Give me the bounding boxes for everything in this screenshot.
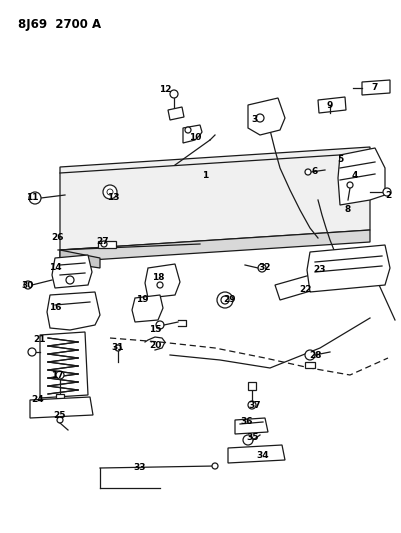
Circle shape bbox=[217, 292, 233, 308]
Polygon shape bbox=[60, 230, 370, 262]
Text: 37: 37 bbox=[249, 400, 261, 409]
Polygon shape bbox=[338, 148, 385, 205]
Text: 18: 18 bbox=[152, 272, 164, 281]
Circle shape bbox=[28, 348, 36, 356]
Text: 5: 5 bbox=[337, 156, 343, 165]
Circle shape bbox=[345, 267, 351, 273]
Text: 29: 29 bbox=[224, 295, 236, 304]
Text: 12: 12 bbox=[159, 85, 171, 94]
Text: 26: 26 bbox=[51, 233, 63, 243]
Polygon shape bbox=[40, 332, 88, 398]
Circle shape bbox=[248, 401, 256, 409]
Circle shape bbox=[57, 417, 63, 423]
Text: 32: 32 bbox=[259, 263, 271, 272]
Text: 3: 3 bbox=[252, 116, 258, 125]
Circle shape bbox=[185, 127, 191, 133]
Text: 6: 6 bbox=[312, 167, 318, 176]
Polygon shape bbox=[235, 418, 268, 434]
Text: 10: 10 bbox=[189, 133, 201, 142]
Circle shape bbox=[170, 90, 178, 98]
Text: 23: 23 bbox=[314, 265, 326, 274]
Text: 20: 20 bbox=[149, 341, 161, 350]
Text: 34: 34 bbox=[257, 450, 269, 459]
Text: 30: 30 bbox=[22, 280, 34, 289]
Polygon shape bbox=[362, 80, 390, 95]
Polygon shape bbox=[145, 264, 180, 298]
Text: 21: 21 bbox=[34, 335, 46, 344]
Circle shape bbox=[29, 192, 41, 204]
Polygon shape bbox=[30, 397, 93, 418]
Polygon shape bbox=[248, 98, 285, 135]
Polygon shape bbox=[60, 147, 370, 250]
Polygon shape bbox=[60, 250, 100, 268]
Text: 13: 13 bbox=[107, 192, 119, 201]
Text: 4: 4 bbox=[352, 171, 358, 180]
Circle shape bbox=[56, 371, 64, 379]
Polygon shape bbox=[307, 245, 390, 292]
Circle shape bbox=[221, 296, 229, 304]
Text: 27: 27 bbox=[97, 238, 109, 246]
Polygon shape bbox=[132, 295, 163, 322]
Bar bbox=[305, 362, 315, 368]
Polygon shape bbox=[275, 258, 375, 300]
Text: 28: 28 bbox=[309, 351, 321, 359]
Circle shape bbox=[256, 114, 264, 122]
Polygon shape bbox=[183, 125, 202, 143]
Text: 11: 11 bbox=[26, 193, 38, 203]
Bar bbox=[56, 394, 64, 399]
Polygon shape bbox=[168, 107, 184, 120]
Circle shape bbox=[305, 169, 311, 175]
Circle shape bbox=[347, 182, 353, 188]
Polygon shape bbox=[318, 97, 346, 113]
Circle shape bbox=[156, 321, 164, 329]
Text: 8J69  2700 A: 8J69 2700 A bbox=[18, 18, 101, 31]
Circle shape bbox=[66, 276, 74, 284]
Polygon shape bbox=[52, 255, 92, 288]
Circle shape bbox=[103, 185, 117, 199]
Text: 16: 16 bbox=[49, 303, 61, 312]
Polygon shape bbox=[47, 292, 100, 330]
Circle shape bbox=[101, 241, 107, 247]
Circle shape bbox=[157, 282, 163, 288]
Text: 24: 24 bbox=[32, 395, 45, 405]
Circle shape bbox=[383, 188, 391, 196]
Text: 25: 25 bbox=[54, 410, 66, 419]
Circle shape bbox=[212, 463, 218, 469]
Circle shape bbox=[115, 345, 121, 351]
Text: 17: 17 bbox=[51, 370, 63, 379]
Text: 36: 36 bbox=[241, 417, 253, 426]
Text: 19: 19 bbox=[136, 295, 148, 304]
Text: 22: 22 bbox=[300, 286, 312, 295]
Text: 7: 7 bbox=[372, 83, 378, 92]
Circle shape bbox=[24, 281, 32, 289]
Text: 9: 9 bbox=[327, 101, 333, 109]
Circle shape bbox=[243, 435, 253, 445]
Circle shape bbox=[258, 264, 266, 272]
Text: 15: 15 bbox=[149, 326, 161, 335]
Text: 2: 2 bbox=[385, 190, 391, 199]
Bar bbox=[248, 382, 256, 390]
Circle shape bbox=[305, 350, 315, 360]
Text: 31: 31 bbox=[112, 343, 124, 352]
Polygon shape bbox=[228, 445, 285, 463]
Text: 33: 33 bbox=[134, 464, 146, 472]
Text: 8: 8 bbox=[345, 206, 351, 214]
Text: 35: 35 bbox=[247, 433, 259, 442]
Bar bbox=[98, 241, 116, 248]
Text: 1: 1 bbox=[202, 171, 208, 180]
Text: 14: 14 bbox=[49, 263, 61, 272]
Circle shape bbox=[107, 189, 113, 195]
